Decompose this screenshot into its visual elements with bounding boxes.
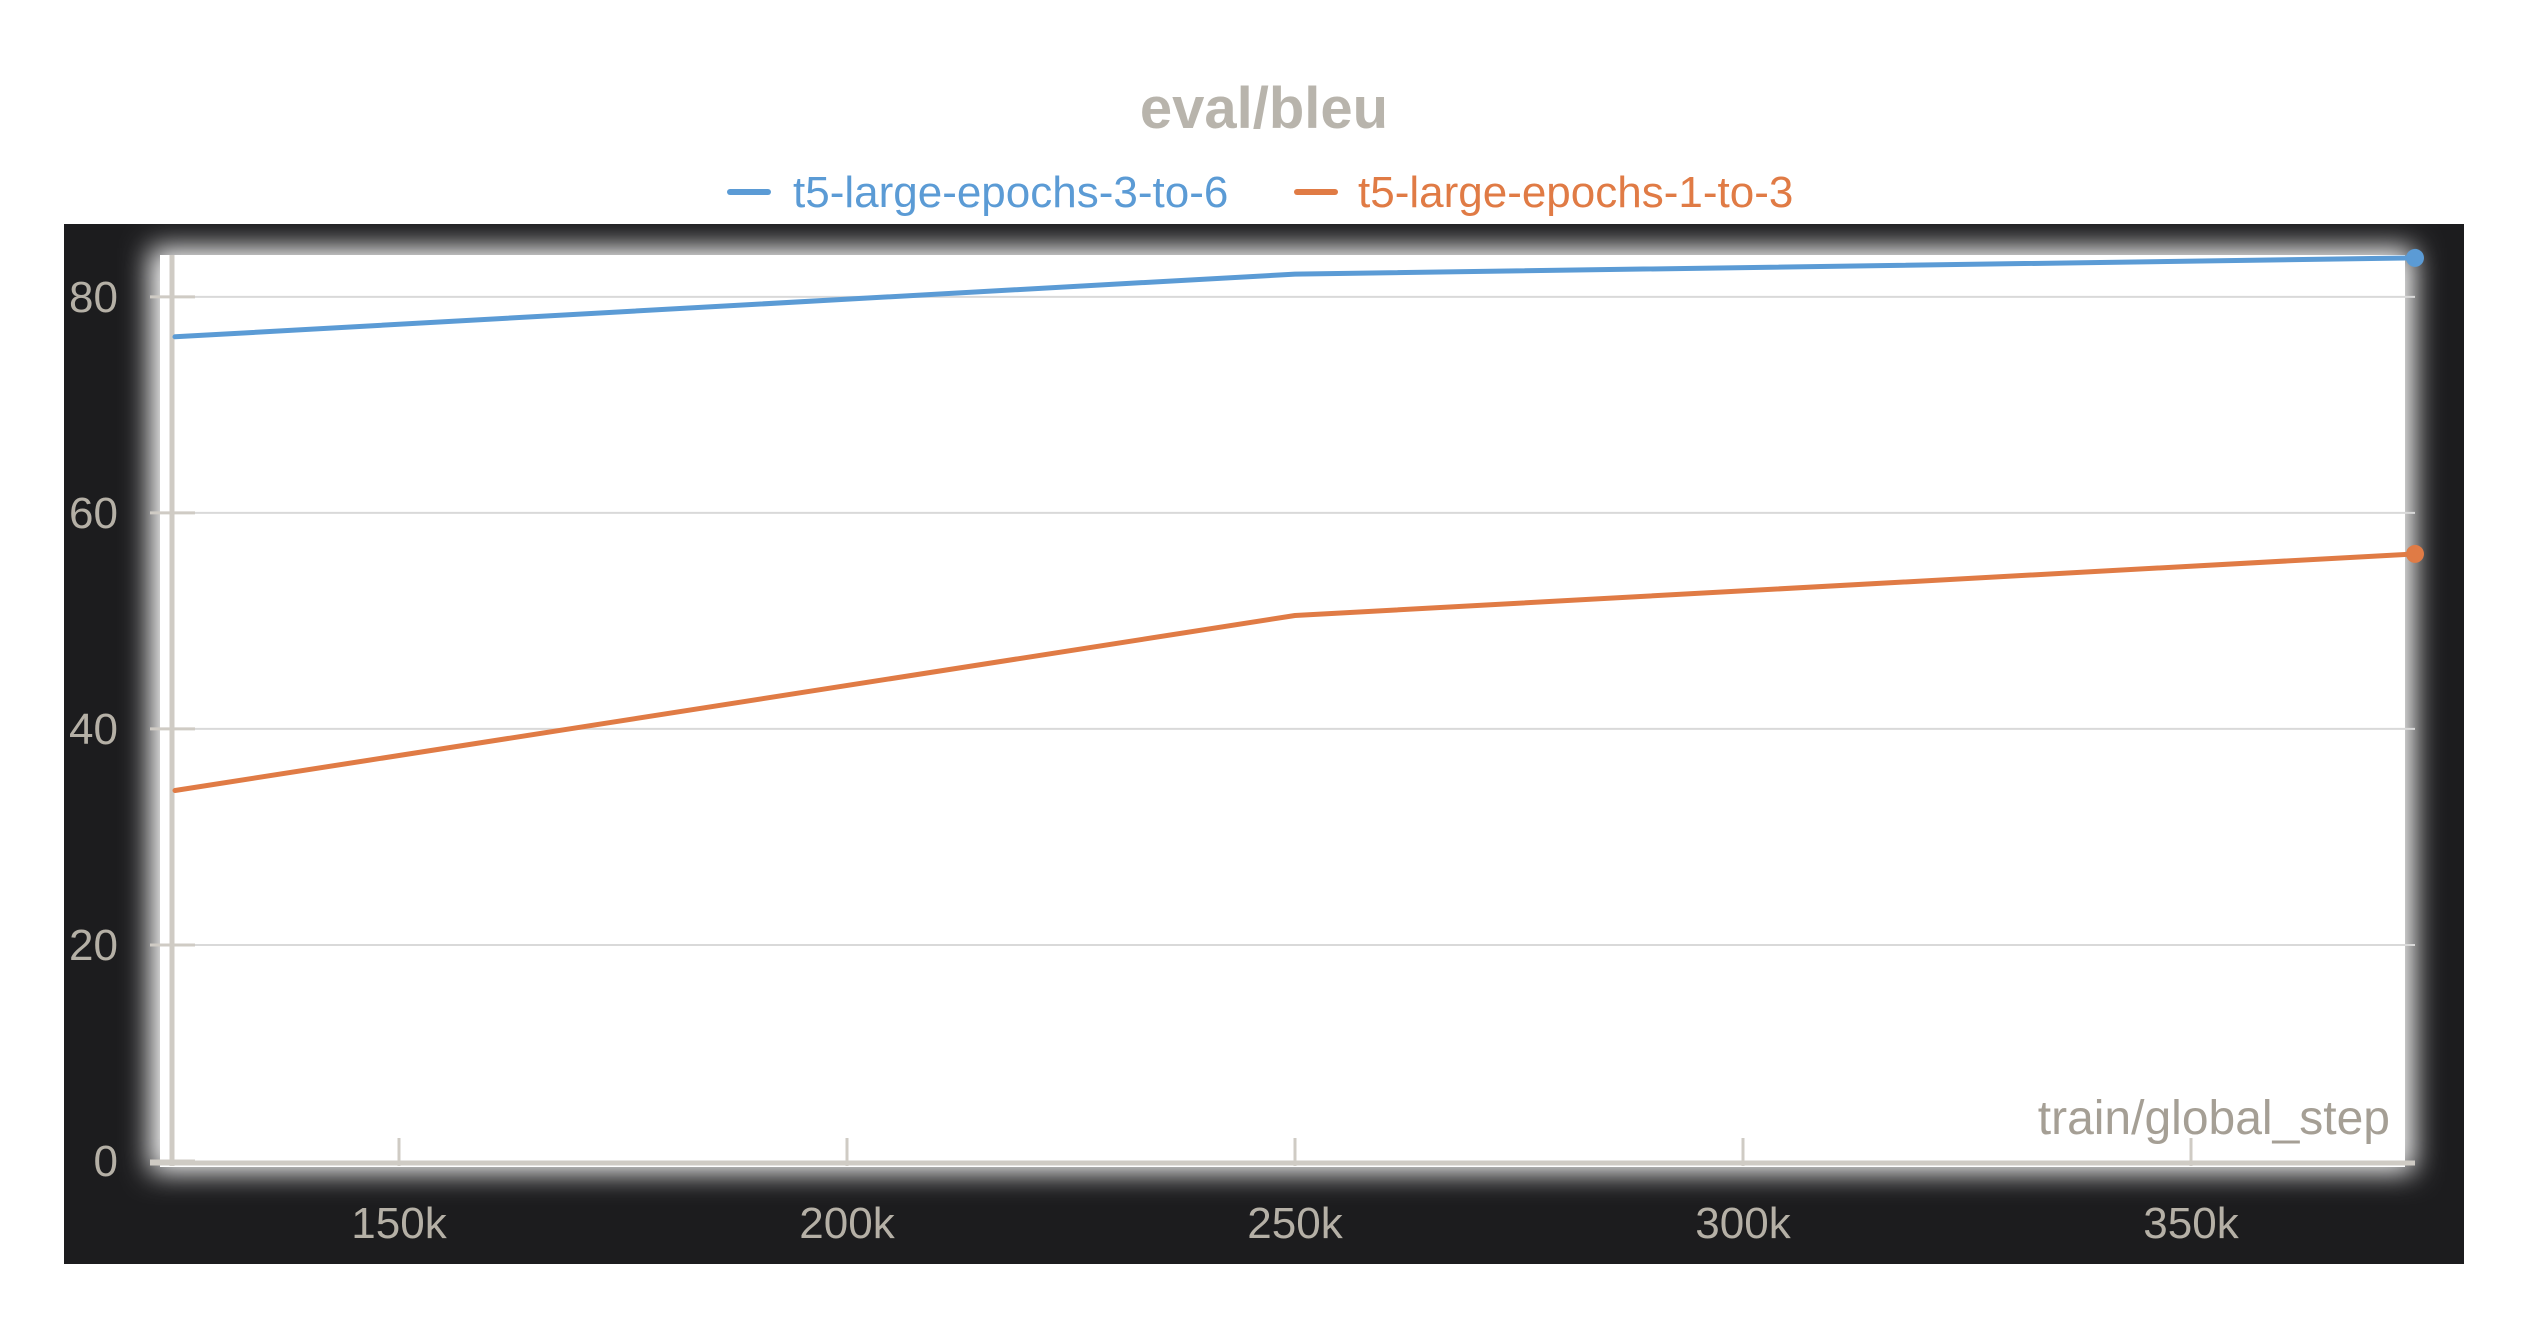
legend-label: t5-large-epochs-1-to-3	[1358, 168, 1793, 217]
y-tick-label: 0	[94, 1137, 118, 1186]
y-tick-label: 60	[69, 489, 118, 538]
y-tick-label: 80	[69, 273, 118, 322]
y-tick-label: 40	[69, 705, 118, 754]
x-tick-label: 150k	[351, 1199, 447, 1248]
axis-layer	[150, 255, 2415, 1166]
x-tick-label: 200k	[799, 1199, 895, 1248]
x-axis-label: train/global_step	[2038, 1092, 2390, 1145]
series-line	[172, 551, 2418, 793]
label-layer: 0 20 40 60 80 150k 200k 250k 300k 350k	[69, 273, 2240, 1248]
series-end-point	[2406, 248, 2424, 267]
legend-label: t5-large-epochs-3-to-6	[793, 168, 1228, 217]
y-tick-label: 20	[69, 921, 118, 970]
series-layer	[172, 248, 2424, 793]
grid-layer	[170, 295, 2415, 946]
x-tick-label: 300k	[1695, 1199, 1791, 1248]
series-end-point	[2406, 544, 2424, 563]
plot-area	[160, 255, 2405, 1167]
series-line	[172, 255, 2418, 340]
x-tick-label: 350k	[2143, 1199, 2239, 1248]
chart-title: eval/bleu	[1140, 76, 1388, 141]
x-tick-label: 250k	[1247, 1199, 1343, 1248]
legend: t5-large-epochs-3-to-6 t5-large-epochs-1-…	[727, 168, 1793, 217]
